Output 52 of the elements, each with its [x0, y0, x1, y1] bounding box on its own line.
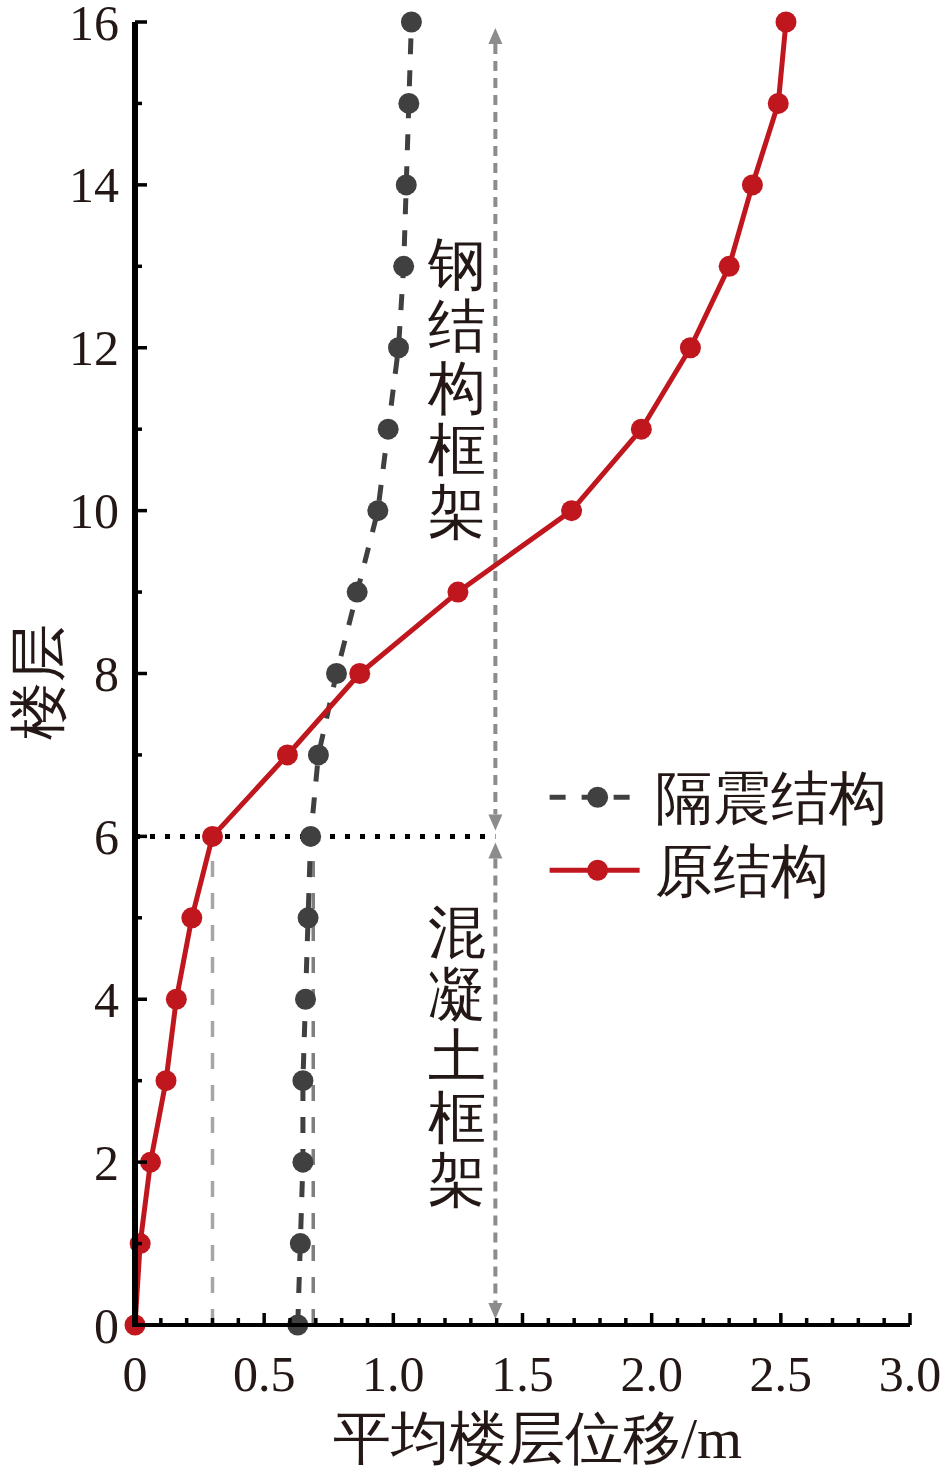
point [561, 500, 583, 522]
point [377, 418, 399, 440]
point [447, 581, 469, 603]
point [326, 663, 347, 684]
point [202, 825, 223, 847]
point [775, 11, 797, 33]
x-tick-label: 1.5 [491, 1346, 554, 1402]
y-tick-label: 4 [94, 971, 119, 1028]
legend-label: 隔震结构 [654, 766, 887, 832]
y-tick-label: 10 [69, 483, 119, 540]
y-tick-label: 8 [94, 646, 119, 702]
point [395, 174, 417, 196]
point [292, 1070, 314, 1092]
point [388, 337, 409, 359]
x-tick-label: 3.0 [878, 1346, 942, 1402]
x-axis-title: 平均楼层位移/m [332, 1406, 743, 1471]
point [679, 337, 701, 359]
legend-label: 原结构 [654, 839, 829, 905]
y-tick-label: 2 [94, 1134, 119, 1191]
y-axis-title: 楼层 [6, 623, 72, 740]
point [292, 1151, 314, 1173]
point [630, 418, 652, 440]
point [393, 255, 415, 277]
x-tick-label: 1.0 [362, 1346, 425, 1402]
point [307, 744, 329, 766]
point [165, 988, 187, 1010]
point [276, 744, 298, 766]
point [140, 1151, 161, 1173]
x-tick-label: 2.5 [749, 1346, 813, 1402]
point [300, 825, 322, 847]
point [297, 907, 319, 929]
point [181, 907, 203, 929]
point [346, 581, 368, 603]
y-tick-label: 14 [69, 157, 119, 214]
point [349, 663, 371, 684]
y-tick-label: 16 [69, 0, 119, 51]
y-tick-label: 12 [69, 320, 119, 377]
annotation: 钢结构框架 [427, 232, 487, 546]
y-tick-label: 0 [94, 1297, 119, 1354]
point [741, 174, 763, 196]
point [400, 11, 422, 33]
x-tick-label: 0.5 [232, 1346, 296, 1402]
point [367, 500, 389, 522]
y-tick-label: 6 [94, 808, 119, 865]
point [718, 255, 740, 277]
point [295, 988, 316, 1010]
x-tick-label: 2.0 [620, 1346, 683, 1402]
point [155, 1070, 177, 1092]
point [289, 1233, 311, 1255]
annotation: 混凝土框架 [428, 900, 487, 1214]
point [398, 92, 420, 114]
point [767, 92, 789, 114]
